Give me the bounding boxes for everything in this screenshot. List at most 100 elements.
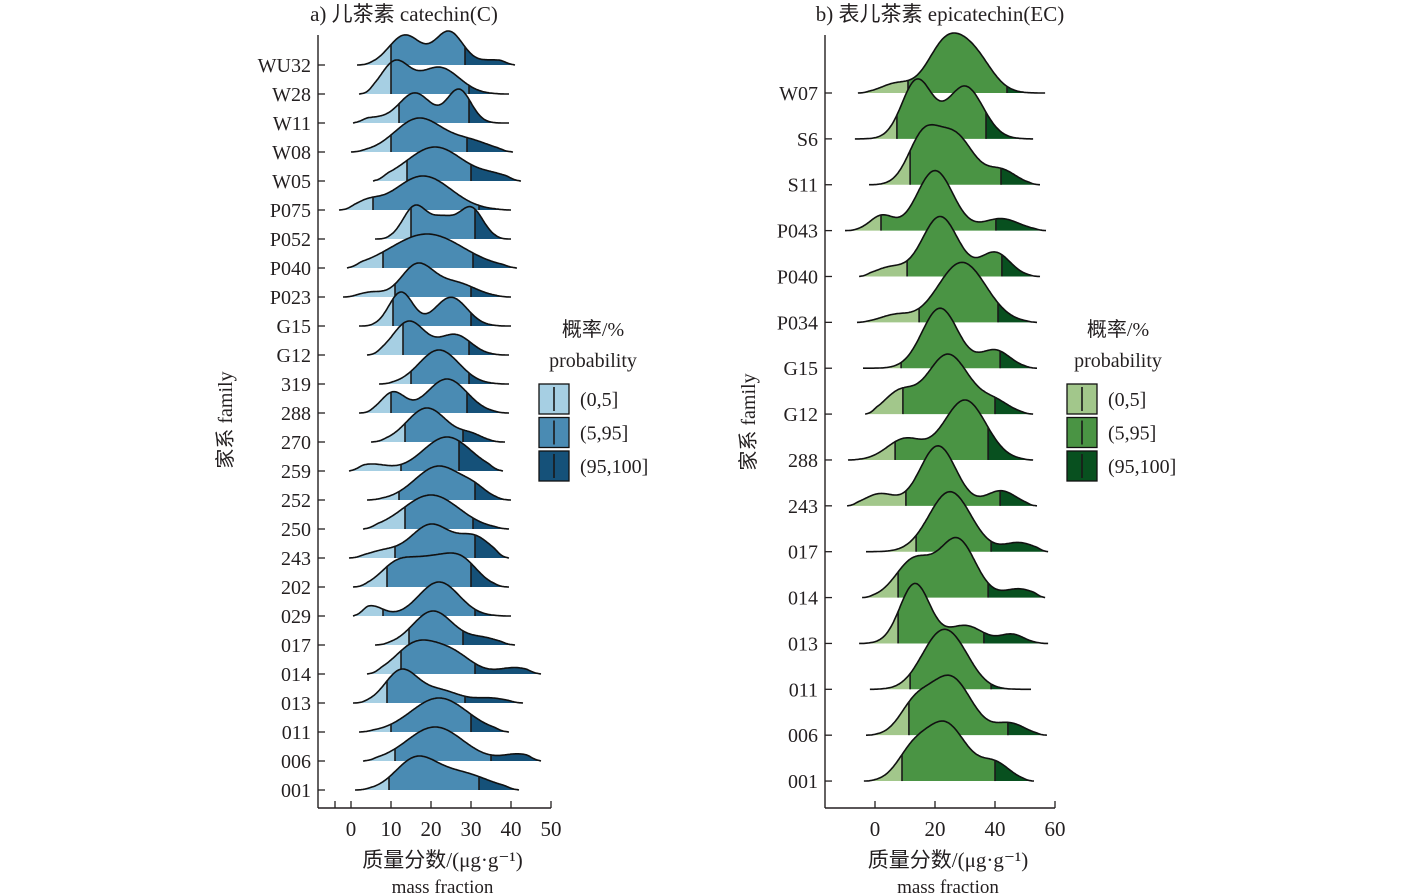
ridge-252: [367, 465, 511, 501]
ridge-outline: [375, 204, 511, 240]
legend-subtitle: probability: [1074, 350, 1162, 372]
ridge-fill-central-90: [898, 583, 984, 644]
legend-label: (95,100]: [580, 456, 648, 478]
ridge-fill-central-90: [411, 205, 475, 239]
legend-label: (0,5]: [580, 389, 618, 411]
ridge-fill-central-90: [411, 350, 469, 384]
ridge-fill-central-90: [405, 408, 463, 442]
y-tick-label: P040: [777, 266, 818, 288]
legend-subtitle: probability: [549, 350, 637, 372]
ridge-outline: [352, 552, 509, 588]
y-tick-label: G12: [784, 404, 818, 426]
y-tick-label: 013: [788, 633, 818, 655]
x-tick-label: 50: [541, 817, 562, 841]
ridge-fill-tail-low: [866, 535, 917, 552]
ridge-fill-tail-high: [473, 252, 517, 268]
ridge-fill-tail-high: [991, 541, 1049, 552]
ridge-fill-central-90: [391, 118, 467, 152]
ridge-319: [379, 349, 509, 385]
ridge-outline: [353, 668, 524, 704]
y-tick-label: G15: [277, 316, 311, 338]
ridge-outline: [362, 494, 510, 530]
ridge-outline: [869, 628, 1031, 691]
ridge-fill-central-90: [902, 721, 995, 782]
ridge-outline: [856, 261, 1038, 324]
y-tick-label: 006: [788, 725, 818, 747]
ridge-outline: [371, 407, 505, 443]
ridge-fill-tail-high: [463, 630, 515, 645]
ridge-outline: [366, 639, 542, 675]
ridge-fill-tail-high: [469, 99, 509, 123]
ridge-W11: [352, 88, 509, 124]
ridge-fill-tail-low: [359, 392, 391, 413]
ridge-fill-tail-low: [359, 298, 393, 326]
ridge-202: [352, 552, 509, 588]
ridge-outline: [845, 169, 1047, 232]
ridge-fill-tail-low: [371, 423, 405, 442]
x-tick-label: 10: [381, 817, 402, 841]
ridge-outline: [352, 581, 511, 617]
ridge-fill-tail-high: [1007, 722, 1047, 736]
y-tick-label: 288: [788, 450, 818, 472]
ridge-fill-central-90: [395, 263, 471, 297]
x-axis-label-en: mass fraction: [392, 877, 494, 896]
ridge-250: [362, 494, 510, 530]
ridge-outline: [863, 307, 1037, 369]
ridge-fill-central-90: [389, 756, 479, 790]
ridge-fill-tail-low: [363, 748, 395, 761]
y-axis-label: 家系 family: [737, 373, 760, 470]
y-tick-label: 243: [281, 548, 311, 570]
x-tick-label: 20: [925, 817, 946, 841]
ridge-outline: [359, 291, 511, 327]
y-tick-label: G12: [277, 345, 311, 367]
legend-title: 概率/%: [1087, 318, 1149, 341]
ridge-fill-tail-high: [471, 714, 509, 732]
ridge-fill-central-90: [901, 308, 1001, 369]
ridge-fill-tail-low: [359, 62, 391, 94]
ridge-P040: [346, 233, 518, 269]
ridge-fill-tail-high: [469, 372, 509, 384]
ridge-outline: [350, 117, 514, 153]
ridge-fill-central-90: [391, 379, 467, 413]
ridge-fill-central-90: [896, 78, 986, 139]
ridge-outline: [362, 726, 542, 762]
ridge-013: [353, 668, 524, 704]
ridge-fill-tail-high: [1001, 254, 1040, 277]
ridge-fill-tail-low: [347, 251, 383, 268]
ridge-fill-tail-low: [359, 724, 391, 732]
ridge-011: [869, 628, 1031, 691]
ridge-outline: [869, 123, 1040, 186]
ridge-fill-central-90: [919, 262, 998, 323]
legend-title: 概率/%: [562, 318, 624, 341]
ridge-outline: [359, 697, 510, 733]
ridge-fill-tail-low: [848, 441, 896, 460]
ridge-fill-tail-low: [353, 605, 383, 616]
ridge-outline: [864, 353, 1034, 415]
ridge-fill-tail-high: [467, 392, 509, 413]
ridge-fill-tail-low: [349, 546, 395, 558]
ridge-288: [847, 399, 1034, 461]
ridge-fill-central-90: [908, 675, 1008, 736]
ridge-fill-tail-high: [471, 286, 511, 297]
y-tick-label: 001: [281, 780, 311, 802]
ridge-fill-tail-high: [475, 609, 511, 616]
ridge-029: [352, 581, 511, 617]
y-tick-label: S6: [797, 129, 818, 151]
ridge-P075: [338, 175, 511, 211]
ridge-G12: [864, 353, 1034, 415]
ridge-outline: [857, 32, 1046, 94]
x-axis-label-en: mass fraction: [897, 877, 999, 896]
ridge-outline: [847, 399, 1034, 461]
y-tick-label: P023: [270, 287, 311, 309]
ridge-outline: [338, 175, 511, 211]
ridge-outline: [866, 674, 1047, 736]
ridge-fill-tail-low: [367, 323, 403, 355]
y-tick-label: 001: [788, 771, 818, 793]
ridge-fill-tail-low: [355, 777, 389, 790]
ridge-fill-central-90: [391, 698, 471, 732]
ridge-G15: [359, 291, 511, 327]
ridge-fill-central-90: [407, 147, 471, 181]
ridge-fill-central-90: [399, 89, 469, 123]
x-tick-label: 60: [1045, 817, 1066, 841]
